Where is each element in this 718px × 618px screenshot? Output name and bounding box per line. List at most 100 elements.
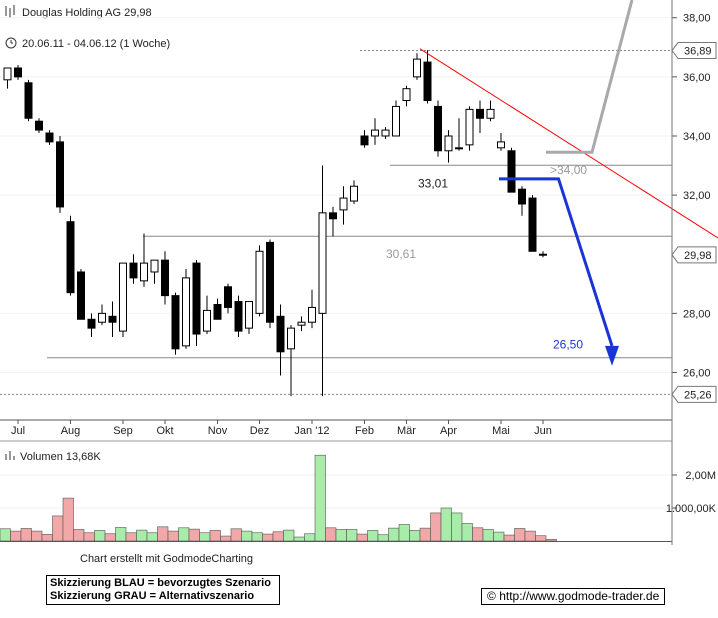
candle-body xyxy=(308,306,316,323)
candle-body xyxy=(465,108,474,146)
scenario-legend: Skizzierung BLAU = bevorzugtes Szenario … xyxy=(46,575,280,605)
candle-body xyxy=(24,82,33,119)
volume-bar xyxy=(367,530,379,542)
volume-bar xyxy=(482,529,494,542)
volume-bar xyxy=(314,454,326,542)
volume-bar xyxy=(409,530,421,542)
x-tick-label: Feb xyxy=(355,425,374,437)
volume-bar xyxy=(167,530,179,542)
volume-bars xyxy=(0,454,557,542)
price-marker-label: 36,89 xyxy=(684,46,712,58)
bars-icon xyxy=(5,5,15,18)
candle-body xyxy=(203,309,211,332)
volume-bar xyxy=(209,530,221,542)
volume-bar xyxy=(451,512,463,542)
x-tick-label: Sep xyxy=(113,425,133,437)
volume-title: Volumen 13,68K xyxy=(20,451,101,463)
level-label: 26,50 xyxy=(553,338,583,352)
y-tick-label: 38,00 xyxy=(683,13,711,25)
volume-bar xyxy=(335,529,347,542)
volume-bar xyxy=(524,530,536,542)
volume-bar xyxy=(10,530,22,542)
candle-body xyxy=(35,120,43,131)
x-tick-label: Mär xyxy=(397,425,416,437)
candle-body xyxy=(539,253,547,256)
volume-bar xyxy=(398,524,410,542)
x-tick-label: Jan '12 xyxy=(294,425,329,437)
candle-body xyxy=(287,327,295,350)
legend-grey: Skizzierung GRAU = Alternativszenario xyxy=(50,590,255,602)
level-labels: 33,01 30,61 26,50 >34,00 xyxy=(386,163,587,352)
volume-bar xyxy=(251,532,263,542)
candle-body xyxy=(108,315,117,323)
y-tick-label: 36,00 xyxy=(683,72,711,84)
candle-body xyxy=(528,197,537,252)
volume-bar xyxy=(20,528,32,542)
volume-y-axis: 2,00M 1.000,00K xyxy=(0,470,717,542)
price-marker-label: 29,98 xyxy=(684,250,712,262)
legend-blue: Skizzierung BLAU = bevorzugtes Szenario xyxy=(50,577,271,589)
volume-bar xyxy=(94,530,106,542)
y-tick-label: 32,00 xyxy=(683,190,711,202)
volume-bar xyxy=(136,529,148,542)
candle-body xyxy=(350,185,358,202)
candle-body xyxy=(234,301,243,332)
volume-icon xyxy=(5,451,15,460)
source-link[interactable]: © http://www.godmode-trader.de xyxy=(481,588,666,605)
candle-body xyxy=(297,321,306,326)
x-tick-label: Nov xyxy=(208,425,228,437)
candle-body xyxy=(45,132,54,143)
source-url: http://www.godmode-trader.de xyxy=(499,589,660,603)
x-tick-label: Okt xyxy=(156,425,173,437)
candle-body xyxy=(318,212,327,314)
volume-bar xyxy=(83,532,95,542)
candle-body xyxy=(444,135,453,152)
price-y-axis: 38,00 36,00 34,00 32,00 28,00 26,00 xyxy=(672,13,711,379)
volume-bar xyxy=(0,528,11,542)
price-marker-box xyxy=(671,246,717,264)
candle-body xyxy=(161,259,169,297)
blue-scenario-path xyxy=(499,177,614,347)
volume-bar xyxy=(503,534,515,542)
volume-bar xyxy=(104,533,116,542)
candle-body xyxy=(381,129,390,137)
volume-bar xyxy=(545,539,557,542)
volume-bar xyxy=(472,527,484,542)
volume-bar xyxy=(514,528,526,542)
level-label: 30,61 xyxy=(386,247,416,261)
grey-scenario-path xyxy=(546,0,634,154)
price-marker-box xyxy=(671,42,717,60)
candle-body xyxy=(455,147,463,150)
clock-icon xyxy=(5,37,17,49)
candle-body xyxy=(434,105,442,152)
candle-body xyxy=(476,108,484,119)
volume-tick-label: 2,00M xyxy=(685,470,716,482)
volume-bar xyxy=(220,535,232,542)
candle-body xyxy=(486,108,495,119)
candle-body xyxy=(497,141,505,149)
volume-bar xyxy=(493,531,505,542)
level-label: 33,01 xyxy=(418,176,448,190)
blue-scenario-arrowhead xyxy=(605,345,619,366)
volume-bar xyxy=(272,531,284,542)
candle-body xyxy=(255,250,264,314)
volume-bar xyxy=(146,532,158,542)
price-grid xyxy=(0,17,672,373)
scenario-overlays xyxy=(419,0,718,366)
candle-body xyxy=(245,301,253,329)
y-tick-label: 26,00 xyxy=(683,367,711,379)
volume-bar xyxy=(73,529,85,542)
volume-bar xyxy=(304,533,316,542)
volume-bar xyxy=(440,507,452,542)
candle-body xyxy=(329,212,337,220)
candle-body xyxy=(276,315,285,353)
level-label: >34,00 xyxy=(550,163,587,177)
candle-body xyxy=(140,262,148,282)
volume-bar xyxy=(356,533,368,542)
volume-bar xyxy=(178,527,190,542)
volume-bar xyxy=(419,527,431,542)
volume-bar xyxy=(157,526,169,542)
candle-body xyxy=(402,88,411,102)
candle-body xyxy=(266,241,274,323)
price-marker-label: 25,26 xyxy=(684,389,712,401)
